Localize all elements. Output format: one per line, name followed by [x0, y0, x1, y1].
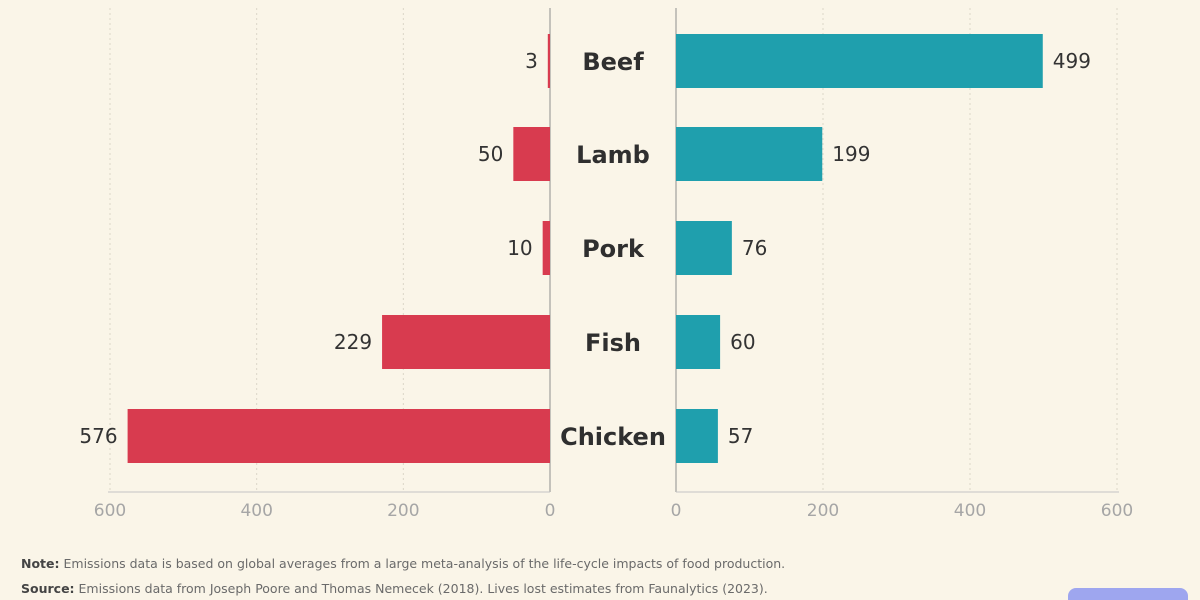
bar-left-chicken	[127, 409, 550, 463]
bar-right-pork	[676, 221, 732, 275]
bar-right-fish	[676, 315, 721, 369]
tick-label-left-200: 200	[387, 501, 419, 521]
source-label: Source:	[21, 581, 75, 596]
value-label-right-beef: 499	[1053, 49, 1091, 73]
value-label-right-chicken: 57	[728, 424, 753, 448]
value-label-right-lamb: 199	[832, 142, 870, 166]
note-text: Emissions data is based on global averag…	[63, 556, 786, 571]
bar-right-lamb	[676, 127, 823, 181]
tick-label-left-400: 400	[240, 501, 272, 521]
tick-label-left-0: 0	[545, 501, 556, 521]
bar-left-lamb	[513, 127, 550, 181]
category-label-pork: Pork	[582, 235, 645, 263]
category-label-chicken: Chicken	[560, 423, 666, 451]
value-label-left-lamb: 50	[478, 142, 503, 166]
tick-label-right-200: 200	[807, 501, 839, 521]
value-label-right-pork: 76	[742, 236, 767, 260]
tick-label-right-400: 400	[954, 501, 986, 521]
bar-right-chicken	[676, 409, 718, 463]
category-label-lamb: Lamb	[576, 141, 650, 169]
value-label-left-fish: 229	[334, 330, 372, 354]
tick-label-right-600: 600	[1101, 501, 1133, 521]
value-label-right-fish: 60	[730, 330, 755, 354]
footnote-source: Source: Emissions data from Joseph Poore…	[21, 581, 768, 596]
tick-label-right-0: 0	[671, 501, 682, 521]
value-label-left-beef: 3	[525, 49, 538, 73]
value-label-left-pork: 10	[507, 236, 532, 260]
tick-label-left-600: 600	[94, 501, 126, 521]
category-label-fish: Fish	[585, 329, 641, 357]
bar-left-beef	[547, 34, 550, 88]
corner-button[interactable]	[1068, 588, 1188, 600]
bar-left-pork	[542, 221, 550, 275]
bars	[127, 34, 1043, 463]
bar-left-fish	[382, 315, 550, 369]
value-label-left-chicken: 576	[79, 424, 117, 448]
grid-lines	[108, 8, 1119, 493]
note-label: Note:	[21, 556, 60, 571]
source-text: Emissions data from Joseph Poore and Tho…	[78, 581, 768, 596]
bar-right-beef	[676, 34, 1043, 88]
category-label-beef: Beef	[582, 48, 644, 76]
labels: 600 400 200 0 0 200 400 600 3 499 Beef 50 199 Lamb 10 7…	[79, 48, 1133, 521]
footnote-note: Note: Emissions data is based on global …	[21, 556, 785, 571]
butterfly-bar-chart: 600 400 200 0 0 200 400 600 3 499 Beef 50 199 Lamb 10 7…	[79, 8, 1133, 521]
